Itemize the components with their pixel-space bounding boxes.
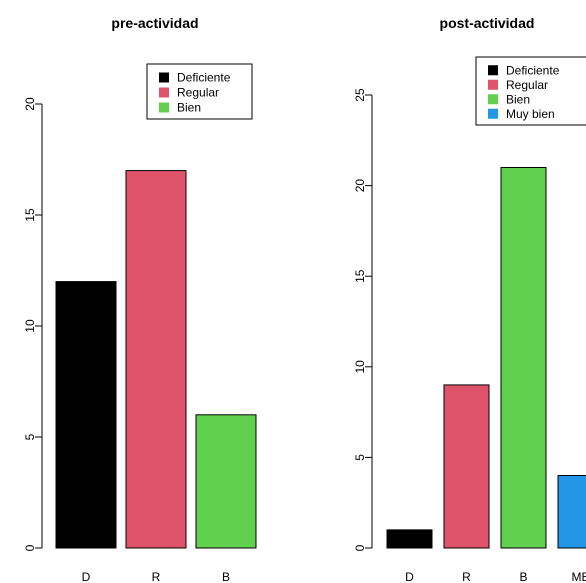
bar-r (443, 384, 490, 549)
post-actividad-panel: post-actividad 0 5 10 15 20 25 D R B MB DeficienteR… (353, 15, 586, 583)
chart-title: pre-actividad (111, 15, 198, 31)
legend-label: Bien (177, 101, 201, 115)
legend-label: Muy bien (506, 107, 555, 121)
legend-label: Deficiente (506, 63, 560, 77)
bar-b (195, 414, 257, 549)
legend-label: Bien (506, 92, 530, 106)
y-tick-label: 5 (23, 433, 37, 440)
x-tick-label: R (152, 570, 161, 583)
y-tick-label: 15 (23, 208, 37, 222)
pre-actividad-panel: pre-actividad 0 5 10 15 20 D R B DeficienteRegula… (23, 15, 257, 583)
bar-d (386, 529, 433, 549)
legend-swatch (488, 108, 498, 119)
legend-swatch (159, 87, 169, 98)
y-tick-label: 0 (23, 544, 37, 551)
legend-swatch (159, 102, 169, 113)
x-tick-label: R (462, 570, 471, 583)
legend-label: Regular (506, 78, 548, 92)
y-tick-label: 0 (353, 544, 367, 551)
y-tick-label: 25 (353, 88, 367, 102)
bar-d (55, 281, 117, 549)
y-tick-label: 10 (353, 360, 367, 374)
x-tick-label: D (405, 570, 414, 583)
y-tick-label: 10 (23, 319, 37, 333)
bar-mb (557, 475, 586, 549)
y-tick-label: 20 (353, 179, 367, 193)
legend-swatch (488, 94, 498, 105)
legend-label: Deficiente (177, 71, 231, 85)
bar-b (500, 166, 547, 549)
x-tick-label: D (82, 570, 91, 583)
legend-swatch (488, 79, 498, 90)
x-tick-label: B (222, 570, 230, 583)
y-tick-label: 20 (23, 97, 37, 111)
x-tick-label: MB (572, 570, 586, 583)
chart-title: post-actividad (440, 15, 535, 31)
legend-swatch (159, 72, 169, 83)
y-tick-label: 5 (353, 454, 367, 461)
legend-swatch (488, 65, 498, 76)
bar-r (125, 170, 187, 549)
x-tick-label: B (519, 570, 527, 583)
y-tick-label: 15 (353, 269, 367, 283)
legend-label: Regular (177, 86, 219, 100)
